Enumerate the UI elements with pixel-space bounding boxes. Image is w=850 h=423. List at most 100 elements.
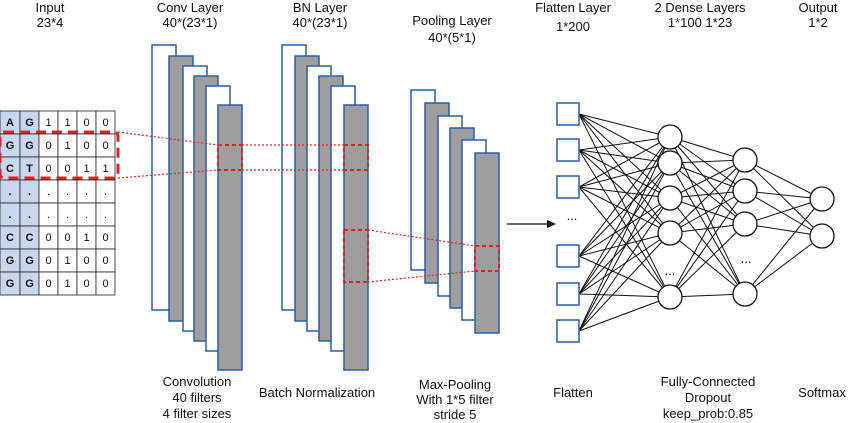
caption-conv: Convolution 40 filters 4 filter sizes xyxy=(163,374,232,421)
network-edge xyxy=(578,149,671,199)
caption-pool-line-3: stride 5 xyxy=(434,407,477,422)
conv-filter-map-front xyxy=(217,104,243,371)
header-pool-dims: 40*(5*1) xyxy=(428,30,476,45)
input-table-cell: T xyxy=(26,163,33,175)
network-edge xyxy=(744,159,823,200)
flatten-node xyxy=(556,244,580,268)
input-table-cell: G xyxy=(25,255,34,267)
input-table-cell: . xyxy=(66,209,69,221)
header-flatten-dims: 1*200 xyxy=(556,19,590,34)
dense2-node xyxy=(732,211,758,237)
input-table-row: ...... xyxy=(0,179,116,204)
input-table-cell: 0 xyxy=(102,117,108,129)
network-edge xyxy=(578,162,671,332)
pool-feature-map-front xyxy=(474,152,500,334)
caption-dense-line-1: Fully-Connected xyxy=(661,374,756,389)
input-table-cell: 0 xyxy=(102,255,108,267)
header-pool: Pooling Layer 40*(5*1) xyxy=(412,13,492,45)
header-flatten-title: Flatten Layer xyxy=(535,0,612,15)
bn-window-highlight-1 xyxy=(343,144,369,171)
dense1-node xyxy=(657,150,683,176)
flatten-arrow xyxy=(507,220,556,228)
dense1-node xyxy=(657,284,683,310)
network-edge xyxy=(669,159,746,199)
network-edge xyxy=(578,186,671,298)
network-connections xyxy=(578,113,823,332)
input-table-cell: 0 xyxy=(102,140,108,152)
network-edge xyxy=(578,255,671,298)
conv-layer-stack xyxy=(151,44,243,371)
network-edge xyxy=(744,190,823,237)
header-bn-dims: 40*(23*1) xyxy=(293,15,348,30)
header-bn-title: BN Layer xyxy=(293,0,348,15)
network-edge xyxy=(578,162,671,295)
input-table-cell: 0 xyxy=(45,140,51,152)
input-table-cell: G xyxy=(25,278,34,290)
network-edge xyxy=(578,162,671,257)
input-table-cell: G xyxy=(6,278,15,290)
flatten-node xyxy=(556,102,580,126)
network-edge xyxy=(744,235,823,295)
input-window-highlight xyxy=(0,130,120,180)
caption-output-line-1: Softmax xyxy=(798,385,846,400)
header-dense-title: 2 Dense Layers xyxy=(654,0,746,15)
network-edge xyxy=(669,232,746,295)
caption-pool-line-2: With 1*5 filter xyxy=(416,392,494,407)
network-edge xyxy=(578,162,671,188)
network-edge xyxy=(744,190,823,200)
input-table-cell: 0 xyxy=(83,140,89,152)
input-table-cell: . xyxy=(28,209,31,221)
input-table-cell: 1 xyxy=(83,163,89,175)
dense2-node xyxy=(732,147,758,173)
header-output: Output 1*2 xyxy=(798,0,837,30)
network-edge xyxy=(669,136,746,161)
header-conv-title: Conv Layer xyxy=(157,0,224,15)
input-table-cell: 0 xyxy=(64,232,70,244)
input-table-cell: 1 xyxy=(83,232,89,244)
caption-dense-line-3: keep_prob:0.85 xyxy=(663,406,753,421)
input-table-cell: 0 xyxy=(64,163,70,175)
input-table-cell: . xyxy=(8,209,11,221)
flatten-node xyxy=(556,319,580,343)
network-edge xyxy=(578,149,671,298)
pool-window-highlight xyxy=(474,245,500,272)
connector-line xyxy=(117,169,219,179)
network-edge xyxy=(744,198,823,225)
network-edge xyxy=(578,149,671,164)
input-table-cell: G xyxy=(6,140,15,152)
dense2-ellipsis: ... xyxy=(741,251,752,266)
header-input-title: Input xyxy=(36,0,65,15)
network-edge xyxy=(578,136,671,151)
caption-bn: Batch Normalization xyxy=(259,385,375,400)
input-table-cell: C xyxy=(6,163,14,175)
header-output-title: Output xyxy=(798,0,837,15)
bn-window-highlight-2 xyxy=(343,229,369,283)
input-table-cell: C xyxy=(26,232,34,244)
header-flatten: Flatten Layer 1*200 xyxy=(535,0,612,34)
caption-pool: Max-Pooling With 1*5 filter stride 5 xyxy=(416,377,494,422)
input-table-cell: A xyxy=(6,117,14,129)
input-table-cell-bg xyxy=(95,271,116,296)
network-edge xyxy=(578,296,671,332)
input-table-cell: . xyxy=(85,186,88,198)
arrow-head xyxy=(547,220,556,228)
output-node xyxy=(809,186,835,212)
input-table-cell: 1 xyxy=(45,117,51,129)
network-edge xyxy=(578,232,671,295)
caption-flatten: Flatten xyxy=(553,385,593,400)
network-edge xyxy=(578,113,671,138)
network-nodes xyxy=(556,102,835,343)
network-edge xyxy=(669,197,746,295)
network-edge xyxy=(578,136,671,332)
highlight-boxes xyxy=(0,130,500,283)
input-table-row: ...... xyxy=(0,202,116,227)
input-table-cell: 0 xyxy=(102,278,108,290)
network-edge xyxy=(578,136,671,257)
network-edge xyxy=(578,136,671,295)
network-edge xyxy=(578,113,671,298)
input-table-cell: 0 xyxy=(45,232,51,244)
caption-conv-line-2: 40 filters xyxy=(172,390,222,405)
